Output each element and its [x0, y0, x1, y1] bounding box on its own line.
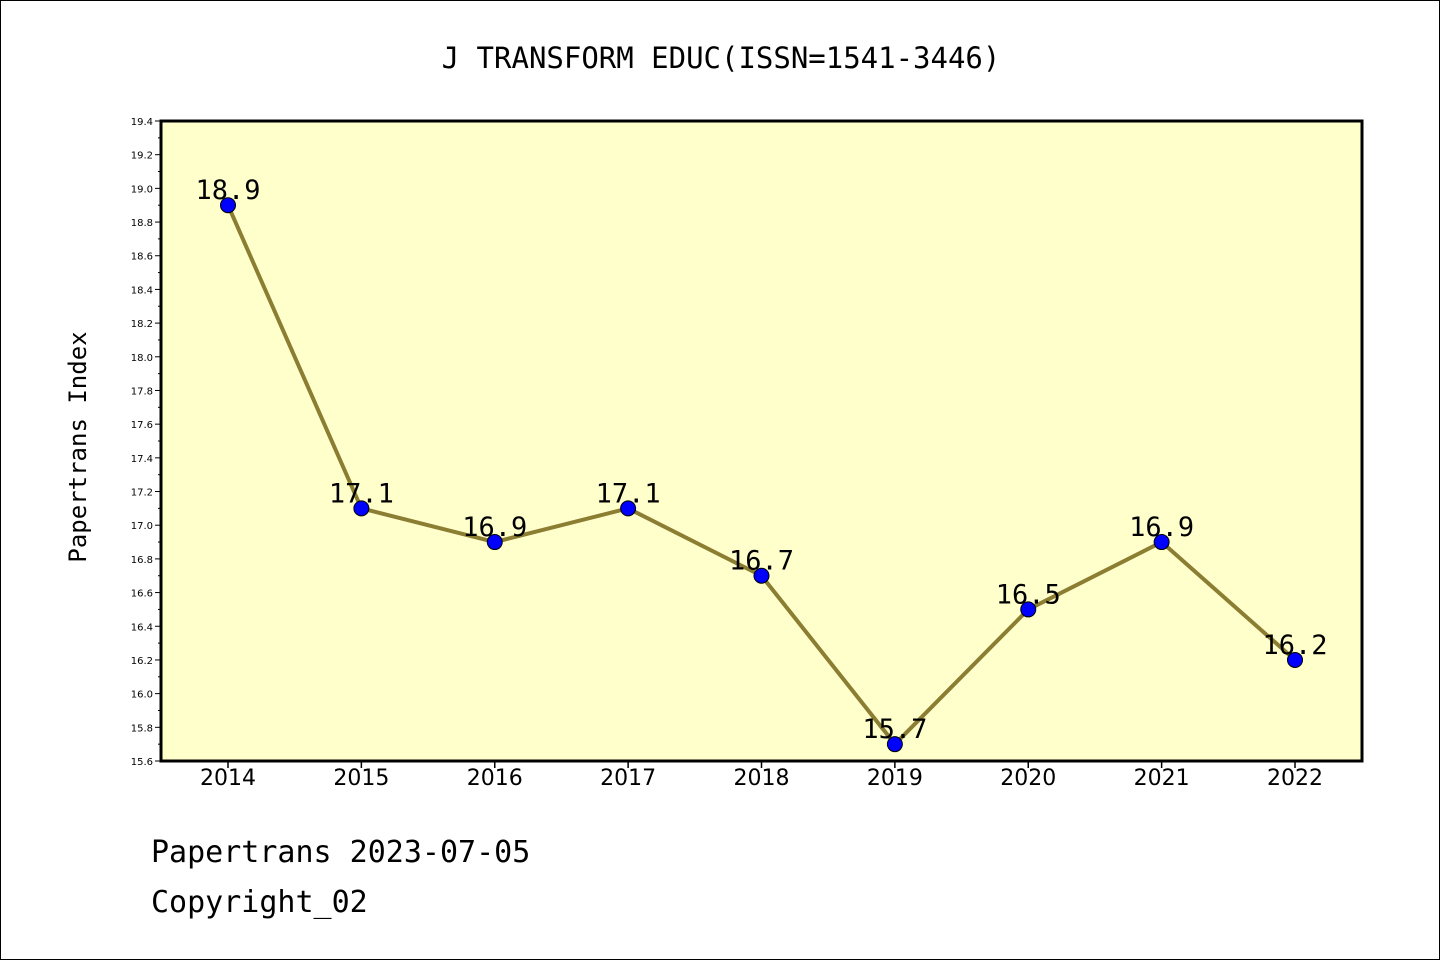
y-tick-label: 18.8: [131, 218, 153, 229]
y-tick-label: 17.2: [131, 488, 153, 499]
data-label: 16.7: [729, 546, 794, 577]
x-tick-label: 2015: [333, 766, 389, 791]
y-tick-label: 15.6: [131, 757, 153, 768]
data-point: [486, 534, 503, 551]
data-label: 16.9: [462, 512, 527, 543]
x-tick-label: 2016: [467, 766, 523, 791]
x-tick-label: 2019: [867, 766, 923, 791]
data-label: 16.5: [996, 579, 1061, 610]
chart-title: J TRANSFORM EDUC(ISSN=1541-3446): [442, 41, 1001, 75]
y-tick-label: 18.4: [131, 285, 153, 296]
y-tick-label: 17.6: [131, 420, 153, 431]
y-tick-label: 17.4: [131, 454, 153, 465]
footer-copyright: Copyright_02: [151, 885, 368, 920]
y-tick-label: 15.8: [131, 723, 153, 734]
x-tick-label: 2018: [734, 766, 790, 791]
data-point: [353, 500, 370, 517]
y-tick-label: 16.0: [131, 690, 153, 701]
y-tick-label: 18.2: [131, 319, 153, 330]
y-tick-label: 16.8: [131, 555, 153, 566]
y-tick-label: 17.0: [131, 521, 153, 532]
y-tick-label: 16.6: [131, 589, 153, 600]
y-tick-label: 16.2: [131, 656, 153, 667]
x-tick-label: 2021: [1134, 766, 1190, 791]
data-point: [753, 567, 770, 584]
y-tick-label: 19.0: [131, 184, 153, 195]
y-axis-label: Papertrans Index: [64, 331, 92, 562]
data-label: 17.1: [329, 478, 394, 509]
plot-area: [159, 119, 1364, 763]
data-label: 16.2: [1262, 630, 1327, 661]
data-point: [1020, 601, 1037, 618]
data-point: [1287, 651, 1303, 668]
footer-date: Papertrans 2023-07-05: [151, 835, 531, 870]
data-point: [220, 197, 236, 214]
data-point: [886, 736, 903, 753]
y-tick-label: 17.8: [131, 386, 153, 397]
data-label: 16.9: [1129, 512, 1194, 543]
data-label: 18.9: [195, 175, 260, 206]
y-tick-label: 18.6: [131, 252, 153, 263]
y-tick-label: 19.2: [131, 151, 153, 162]
x-tick-label: 2014: [200, 766, 256, 791]
data-point: [620, 500, 637, 517]
data-label: 17.1: [596, 478, 661, 509]
x-tick-label: 2022: [1267, 766, 1323, 791]
y-tick-label: 16.4: [131, 622, 153, 633]
y-tick-label: 18.0: [131, 353, 153, 364]
y-tick-label: 19.4: [131, 117, 153, 128]
x-tick-label: 2020: [1000, 766, 1056, 791]
data-label: 15.7: [862, 714, 927, 745]
x-tick-label: 2017: [600, 766, 656, 791]
data-point: [1153, 534, 1170, 551]
